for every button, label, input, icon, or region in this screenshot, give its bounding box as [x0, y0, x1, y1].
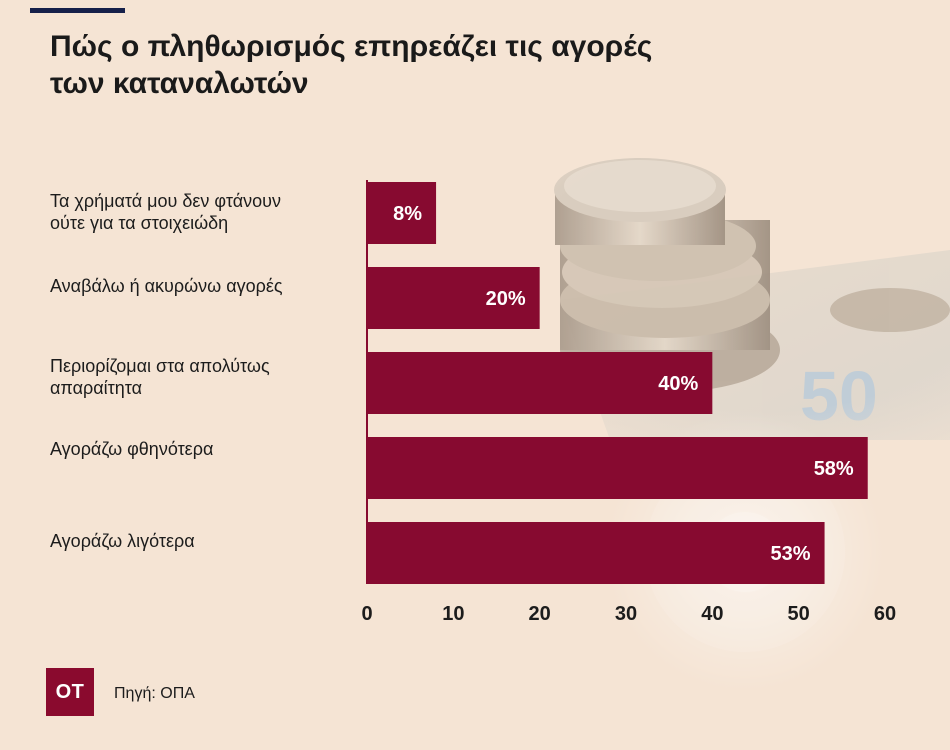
- category-label-3-line-1: Περιορίζομαι στα απολύτως: [50, 356, 270, 376]
- bar-value-label-5: 53%: [771, 543, 811, 565]
- category-label-2-line-1: Αναβάλω ή ακυρώνω αγορές: [50, 276, 283, 296]
- x-tick-label-60: 60: [874, 603, 896, 625]
- x-tick-label-20: 20: [529, 603, 551, 625]
- category-label-4: Αγοράζω φθηνότερα: [50, 438, 350, 460]
- source-note: Πηγή: ΟΠΑ: [114, 685, 195, 702]
- bar-value-label-1: 8%: [393, 203, 422, 225]
- bar-5: [367, 522, 825, 584]
- category-label-3-line-2: απαραίτητα: [50, 378, 143, 398]
- category-label-1-line-2: ούτε για τα στοιχειώδη: [50, 213, 229, 233]
- bar-4: [367, 437, 868, 499]
- title-line-1: Πώς ο πληθωρισμός επηρεάζει τις αγορές: [50, 30, 653, 63]
- chart-title: Πώς ο πληθωρισμός επηρεάζει τις αγορές τ…: [50, 28, 770, 102]
- category-label-4-line-1: Αγοράζω φθηνότερα: [50, 439, 214, 459]
- category-label-5-line-1: Αγοράζω λιγότερα: [50, 531, 195, 551]
- category-label-2: Αναβάλω ή ακυρώνω αγορές: [50, 275, 350, 297]
- bar-value-label-4: 58%: [814, 458, 854, 480]
- x-tick-label-0: 0: [361, 603, 372, 625]
- title-line-2: των καταναλωτών: [50, 67, 309, 100]
- bar-1: [367, 182, 437, 244]
- category-label-3: Περιορίζομαι στα απολύτως απαραίτητα: [50, 355, 350, 399]
- top-accent-rule: [30, 8, 125, 13]
- x-tick-label-50: 50: [788, 603, 810, 625]
- bar-2: [367, 267, 540, 329]
- bar-value-label-2: 20%: [486, 288, 526, 310]
- x-tick-label-10: 10: [442, 603, 464, 625]
- x-tick-label-40: 40: [701, 603, 723, 625]
- bar-3: [367, 352, 713, 414]
- ot-logo: ΟΤ: [46, 668, 94, 716]
- category-label-5: Αγοράζω λιγότερα: [50, 530, 350, 552]
- category-label-1: Τα χρήματά μου δεν φτάνουν ούτε για τα σ…: [50, 190, 350, 234]
- bar-value-label-3: 40%: [658, 373, 698, 395]
- x-tick-label-30: 30: [615, 603, 637, 625]
- category-label-1-line-1: Τα χρήματά μου δεν φτάνουν: [50, 191, 281, 211]
